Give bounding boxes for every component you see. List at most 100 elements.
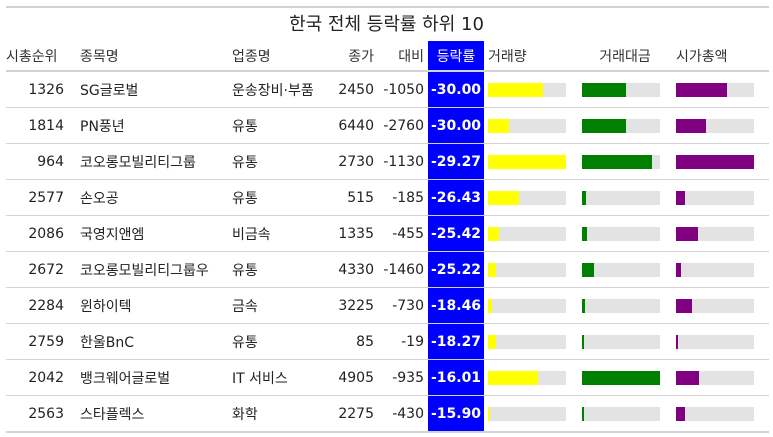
sector-cell: 유통 [232, 251, 332, 288]
pct-cell: -16.01 [428, 359, 484, 396]
table-row: 2086 국영지앤엠 비금속 1335 -455 -25.42 [6, 215, 769, 252]
header-change: 대비 [374, 41, 428, 72]
change-cell: -185 [374, 179, 428, 216]
volume-bar-cell [484, 143, 578, 180]
sector-cell: 비금속 [232, 215, 332, 252]
volume-bar [488, 370, 538, 385]
change-cell: -1050 [374, 71, 428, 108]
pct-cell: -15.90 [428, 395, 484, 431]
value-bar [582, 190, 586, 205]
value-bar-track [582, 334, 660, 349]
volume-bar-track [488, 298, 566, 313]
bottom-rule [6, 431, 769, 433]
change-cell: -1460 [374, 251, 428, 288]
pct-cell: -18.46 [428, 287, 484, 324]
mcap-bar-cell [672, 215, 769, 252]
close-cell: 1335 [332, 215, 374, 252]
value-bar [582, 406, 584, 421]
value-bar-track [582, 82, 660, 97]
volume-bar-cell [484, 215, 578, 252]
value-bar [582, 82, 626, 97]
mcap-bar [676, 190, 685, 205]
table-row: 2672 코오롱모빌리티그룹우 유통 4330 -1460 -25.22 [6, 251, 769, 288]
value-bar-cell [578, 107, 672, 144]
volume-bar [488, 154, 566, 169]
pct-cell: -30.00 [428, 107, 484, 144]
volume-bar [488, 190, 520, 205]
name-cell: 코오롱모빌리티그룹우 [72, 251, 232, 288]
name-cell: 윈하이텍 [72, 287, 232, 324]
pct-cell: -26.43 [428, 179, 484, 216]
value-bar-track [582, 406, 660, 421]
table-row: 2759 한울BnC 유통 85 -19 -18.27 [6, 323, 769, 360]
mcap-bar-track [676, 82, 754, 97]
sector-cell: 유통 [232, 107, 332, 144]
value-bar-cell [578, 179, 672, 216]
volume-bar-cell [484, 251, 578, 288]
mcap-bar [676, 298, 693, 313]
sector-cell: 유통 [232, 323, 332, 360]
value-bar-cell [578, 323, 672, 360]
rank-cell: 2086 [6, 215, 72, 252]
volume-bar [488, 334, 496, 349]
table-row: 1326 SG글로벌 운송장비·부품 2450 -1050 -30.00 [6, 71, 769, 108]
volume-bar [488, 406, 491, 421]
mcap-bar [676, 262, 682, 277]
mcap-bar-track [676, 154, 754, 169]
volume-bar-track [488, 226, 566, 241]
close-cell: 6440 [332, 107, 374, 144]
change-cell: -2760 [374, 107, 428, 144]
header-mcap: 시가총액 [672, 41, 769, 72]
value-bar-cell [578, 71, 672, 108]
name-cell: 국영지앤엠 [72, 215, 232, 252]
value-bar [582, 226, 588, 241]
value-bar-cell [578, 215, 672, 252]
value-bar-cell [578, 359, 672, 396]
mcap-bar-cell [672, 71, 769, 108]
header-close: 종가 [332, 41, 374, 72]
mcap-bar-cell [672, 143, 769, 180]
pct-cell: -25.42 [428, 215, 484, 252]
value-bar [582, 262, 595, 277]
header-row: 시총순위 종목명 업종명 종가 대비 등락률 거래량 거래대금 시가총액 [6, 41, 769, 72]
value-bar-cell [578, 251, 672, 288]
close-cell: 4330 [332, 251, 374, 288]
header-name: 종목명 [72, 41, 232, 72]
volume-bar-track [488, 370, 566, 385]
table-row: 964 코오롱모빌리티그룹 유통 2730 -1130 -29.27 [6, 143, 769, 180]
volume-bar [488, 118, 510, 133]
value-bar-track [582, 262, 660, 277]
value-bar [582, 154, 653, 169]
mcap-bar-track [676, 370, 754, 385]
volume-bar-cell [484, 323, 578, 360]
rank-cell: 2759 [6, 323, 72, 360]
ranking-table: 시총순위 종목명 업종명 종가 대비 등락률 거래량 거래대금 시가총액 132… [6, 41, 769, 431]
mcap-bar-cell [672, 251, 769, 288]
mcap-bar [676, 370, 700, 385]
change-cell: -455 [374, 215, 428, 252]
mcap-bar [676, 118, 706, 133]
value-bar-track [582, 154, 660, 169]
header-sector: 업종명 [232, 41, 332, 72]
close-cell: 85 [332, 323, 374, 360]
change-cell: -430 [392, 405, 424, 422]
value-bar-cell [578, 287, 672, 324]
rank-cell: 2563 [28, 405, 64, 422]
volume-bar-cell [484, 359, 578, 396]
rank-cell: 2672 [6, 251, 72, 288]
rank-cell: 2042 [6, 359, 72, 396]
volume-bar-cell [484, 71, 578, 108]
table-row: 1814 PN풍년 유통 6440 -2760 -30.00 [6, 107, 769, 144]
name-cell: 스타플렉스 [80, 406, 145, 423]
rank-cell: 1326 [6, 71, 72, 108]
change-cell: -19 [374, 323, 428, 360]
name-cell: 한울BnC [72, 323, 232, 360]
pct-cell: -30.00 [428, 71, 484, 108]
mcap-bar-cell [672, 107, 769, 144]
value-bar-track [582, 298, 660, 313]
mcap-bar-track [676, 226, 754, 241]
value-bar [582, 334, 584, 349]
volume-bar [488, 226, 499, 241]
sector-cell: IT 서비스 [232, 359, 332, 396]
volume-bar [488, 82, 543, 97]
